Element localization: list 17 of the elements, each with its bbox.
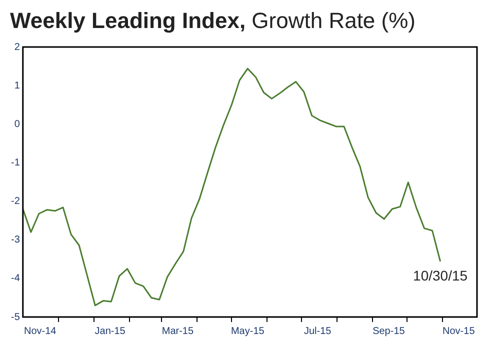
x-tick-label: May-15 [230, 326, 265, 337]
x-tick-label: Jan-15 [94, 326, 126, 337]
y-tick-label: -4 [10, 273, 20, 284]
x-tick-label: Mar-15 [162, 326, 194, 337]
y-tick-label: 1 [14, 80, 20, 92]
y-tick-label: -3 [10, 234, 20, 246]
x-tick-label: Jul-15 [304, 326, 332, 337]
annotation: 10/30/15 [413, 267, 468, 284]
y-tick-label: 2 [14, 42, 20, 53]
x-tick-label: Nov-14 [24, 326, 57, 337]
y-tick-label: 0 [14, 118, 20, 130]
chart-title: Weekly Leading Index, Growth Rate (%) [10, 8, 416, 33]
y-tick-label: -1 [10, 157, 20, 168]
y-tick-label: -2 [10, 196, 20, 208]
y-tick-label: -5 [10, 312, 20, 323]
x-tick-label: Sep-15 [372, 326, 406, 337]
x-tick-label: Nov-15 [442, 326, 476, 337]
